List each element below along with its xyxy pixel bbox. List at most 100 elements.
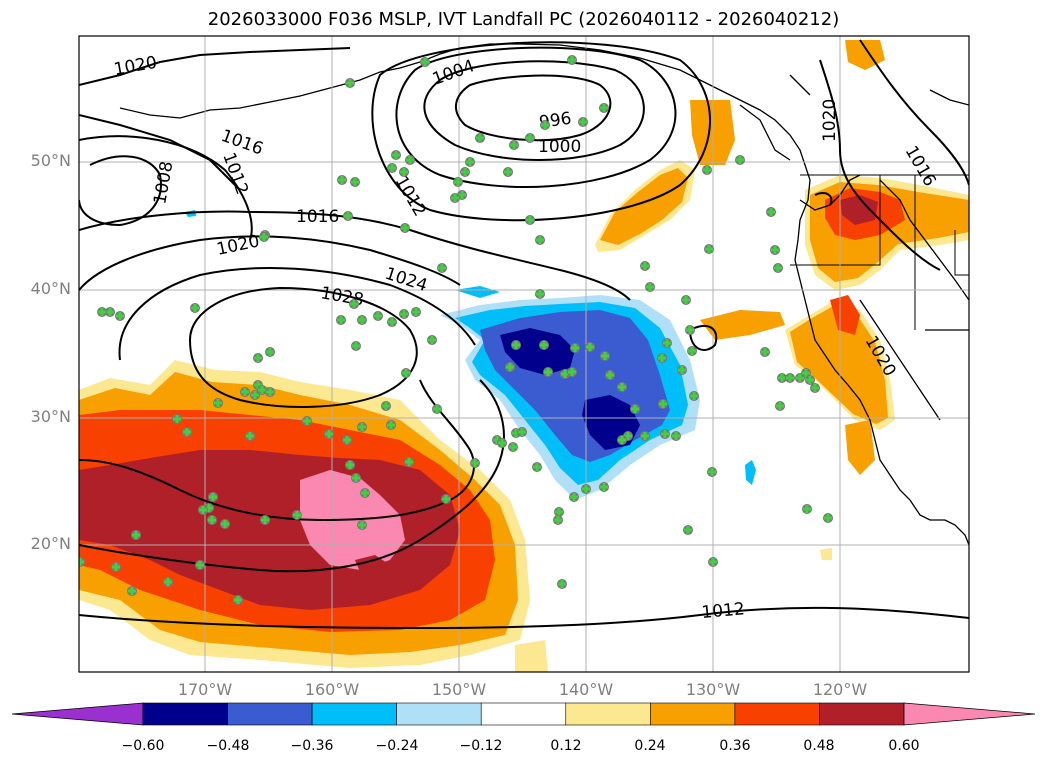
- landfall-cross: [346, 79, 354, 87]
- landfall-cross: [338, 176, 346, 184]
- isobar-label: 1016: [296, 207, 339, 227]
- landfall-cross: [361, 489, 369, 497]
- landfall-cross: [767, 208, 775, 216]
- landfall-cross: [498, 439, 506, 447]
- colorbar-extend-high: [903, 702, 1036, 726]
- landfall-cross: [579, 118, 587, 126]
- lon-label: 120°W: [812, 680, 868, 699]
- landfall-cross: [678, 366, 686, 374]
- landfall-cross: [506, 363, 514, 371]
- landfall-cross: [600, 483, 608, 491]
- landfall-cross: [79, 558, 84, 566]
- landfall-cross: [461, 168, 469, 176]
- landfall-cross: [106, 308, 114, 316]
- colorbar-box: [396, 702, 482, 726]
- landfall-cross: [346, 461, 354, 469]
- lat-label: 20°N: [30, 534, 71, 553]
- landfall-cross: [254, 354, 262, 362]
- landfall-cross: [458, 191, 466, 199]
- landfall-cross: [400, 310, 408, 318]
- landfall-cross: [518, 428, 526, 436]
- landfall-cross: [536, 290, 544, 298]
- landfall-cross: [433, 405, 441, 413]
- landfall-cross: [624, 432, 632, 440]
- landfall-cross: [325, 430, 333, 438]
- colorbar-tick: 0.36: [719, 738, 751, 754]
- landfall-cross: [438, 264, 446, 272]
- isobar-label: 1000: [538, 137, 581, 157]
- map-plot-area: 1020 1016 1008 1012 1004 996 1000 1012 1…: [79, 36, 969, 672]
- colorbar-box: [480, 702, 567, 726]
- colorbar-tick: 0.48: [803, 738, 835, 754]
- landfall-cross: [128, 587, 136, 595]
- landfall-cross: [260, 233, 268, 241]
- colorbar-tick: 0.24: [634, 738, 666, 754]
- colorbar-box: [142, 702, 228, 726]
- landfall-cross: [350, 300, 358, 308]
- landfall-cross: [358, 521, 366, 529]
- landfall-cross: [606, 371, 614, 379]
- landfall-cross: [536, 236, 544, 244]
- landfall-cross: [631, 405, 639, 413]
- landfall-cross: [684, 526, 692, 534]
- lon-label: 140°W: [558, 680, 614, 699]
- landfall-cross: [402, 369, 410, 377]
- landfall-cross: [112, 563, 120, 571]
- landfall-cross: [261, 516, 269, 524]
- landfall-cross: [352, 342, 360, 350]
- map-frame: [78, 35, 970, 673]
- landfall-cross: [388, 318, 396, 326]
- landfall-cross: [183, 428, 191, 436]
- landfall-cross: [251, 391, 259, 399]
- landfall-cross: [266, 348, 274, 356]
- landfall-cross: [802, 369, 810, 377]
- colorbar-tick: −0.60: [121, 738, 165, 754]
- colorbar-box: [819, 702, 905, 726]
- landfall-cross: [512, 341, 520, 349]
- landfall-cross: [510, 141, 518, 149]
- landfall-cross: [703, 166, 711, 174]
- landfall-cross: [672, 432, 680, 440]
- colorbar-tick: 0.12: [550, 738, 582, 754]
- landfall-cross: [554, 516, 562, 524]
- colorbar-tick: −0.48: [206, 738, 250, 754]
- landfall-cross: [776, 402, 784, 410]
- landfall-cross: [442, 495, 450, 503]
- graticule: [79, 36, 969, 672]
- colorbar-tick: 0.60: [888, 738, 920, 754]
- landfall-cross: [658, 354, 666, 362]
- landfall-cross: [558, 580, 566, 588]
- landfall-cross: [641, 262, 649, 270]
- landfall-cross: [234, 596, 242, 604]
- landfall-cross: [600, 104, 608, 112]
- landfall-cross: [451, 194, 459, 202]
- landfall-cross: [601, 352, 609, 360]
- landfall-cross: [761, 348, 769, 356]
- lon-label: 150°W: [431, 680, 487, 699]
- landfall-cross: [555, 508, 563, 516]
- coastlines: [119, 43, 969, 546]
- landfall-cross: [173, 415, 181, 423]
- colorbar-box: [650, 702, 736, 726]
- isobars: [79, 39, 969, 630]
- lat-label: 30°N: [30, 407, 71, 426]
- colorbar-tick: −0.36: [290, 738, 334, 754]
- landfall-cross: [343, 436, 351, 444]
- landfall-cross: [646, 283, 654, 291]
- landfall-cross: [208, 516, 216, 524]
- landfall-cross: [641, 432, 649, 440]
- landfall-cross: [164, 578, 172, 586]
- landfall-cross: [293, 511, 301, 519]
- landfall-cross: [199, 506, 207, 514]
- landfall-cross: [351, 178, 359, 186]
- landfall-cross: [771, 246, 779, 254]
- map-title: 2026033000 F036 MSLP, IVT Landfall PC (2…: [207, 9, 840, 30]
- landfall-cross: [209, 493, 217, 501]
- landfall-cross: [388, 164, 396, 172]
- landfall-cross: [533, 463, 541, 471]
- landfall-cross: [806, 376, 814, 384]
- landfall-cross: [540, 341, 548, 349]
- lon-label: 130°W: [685, 680, 741, 699]
- landfall-cross: [412, 308, 420, 316]
